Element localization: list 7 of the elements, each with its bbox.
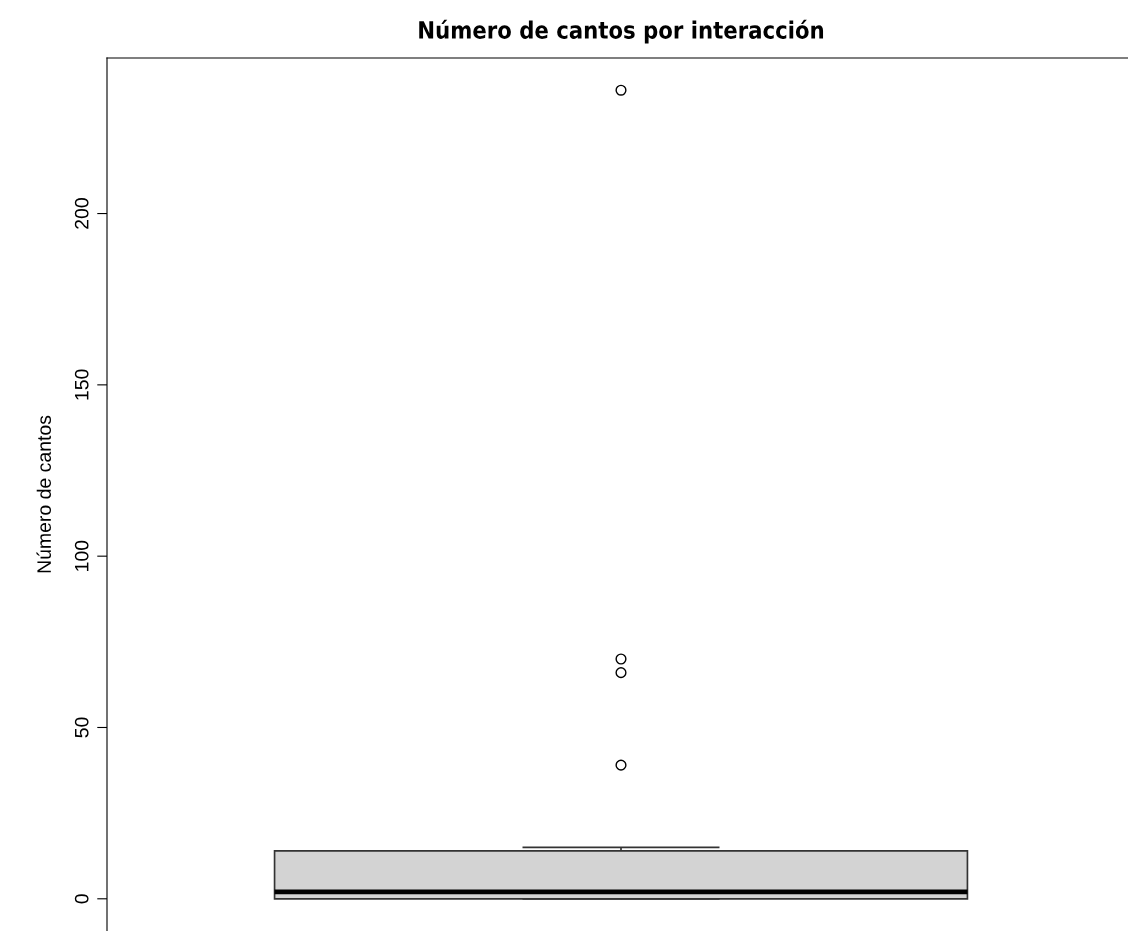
y-tick-label: 150 <box>74 369 89 400</box>
y-axis-title: Número de cantos <box>36 415 51 573</box>
y-tick-label: 200 <box>74 198 89 229</box>
y-tick-label: 50 <box>74 717 89 738</box>
chart-title: Número de cantos por interacción <box>419 19 824 44</box>
y-tick-label: 0 <box>74 894 89 904</box>
y-tick-label: 100 <box>74 540 89 571</box>
